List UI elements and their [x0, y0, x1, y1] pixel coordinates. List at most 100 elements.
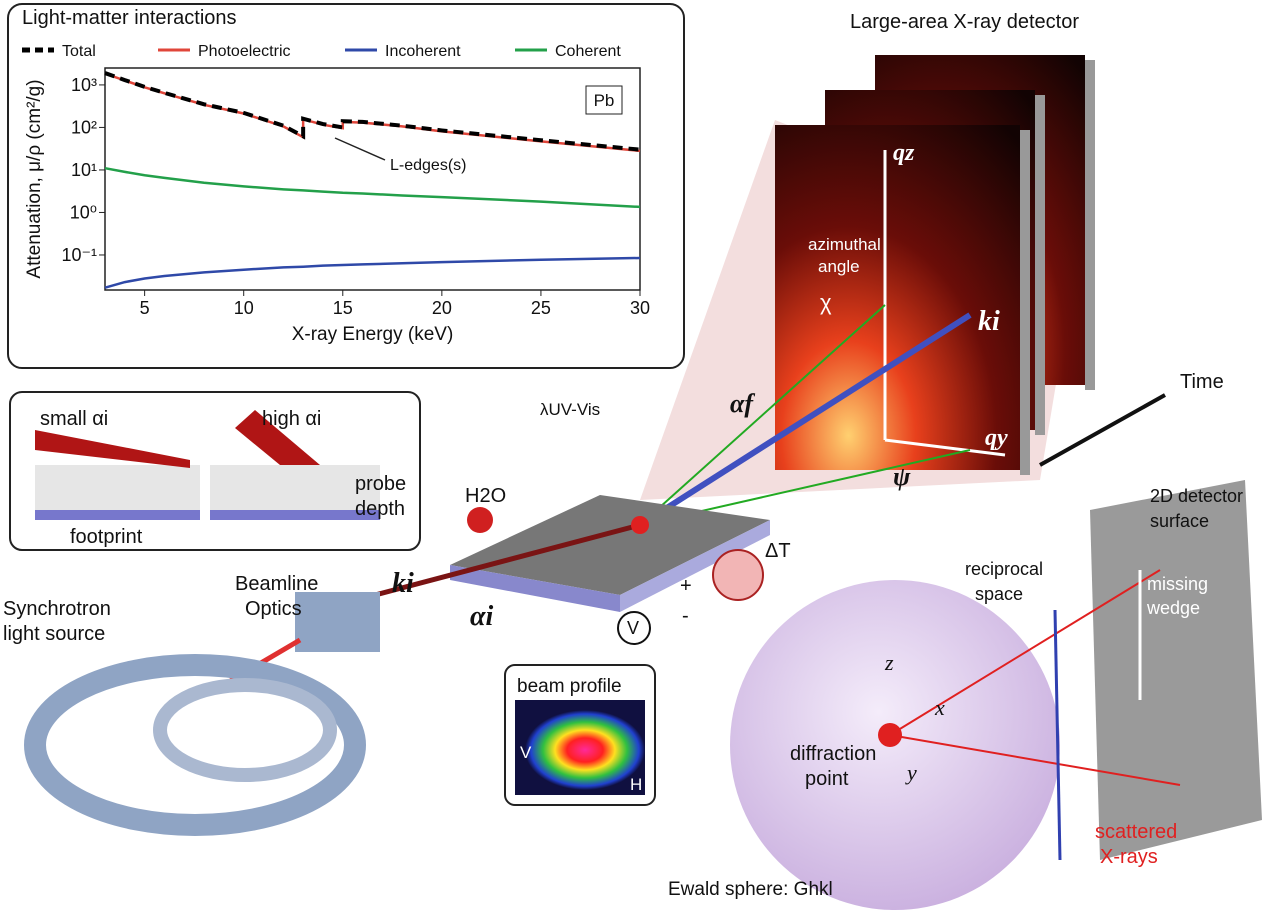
- ray: [889, 734, 1181, 786]
- label: H2O: [465, 485, 506, 507]
- label: z: [884, 650, 894, 675]
- label: qz: [893, 140, 915, 166]
- label: χ: [820, 290, 832, 315]
- labels: Large-area X-ray detector qz azimuthal a…: [3, 11, 1243, 900]
- plot-frame: [104, 67, 641, 291]
- label: Optics: [245, 598, 302, 620]
- y-tick-label: 10²: [71, 117, 97, 137]
- label: Large-area X-ray detector: [850, 11, 1079, 33]
- substrate: [35, 465, 200, 510]
- label: X-rays: [1100, 846, 1158, 868]
- label: reciprocal: [965, 559, 1043, 579]
- scattered-beam: [638, 312, 972, 528]
- thermometer: [712, 549, 764, 601]
- sample-edge: [620, 520, 770, 612]
- annotation-box: [585, 85, 623, 115]
- beam-low: [35, 430, 190, 468]
- label: Beamline: [235, 573, 318, 595]
- series-line: [104, 71, 641, 152]
- y-axis-label: Attenuation, μ/ρ (cm²/g): [24, 79, 45, 278]
- y-tick-label: 10¹: [71, 160, 97, 180]
- qy-axis: [884, 438, 1006, 457]
- label: wedge: [1146, 598, 1200, 618]
- beamline-optics: [295, 592, 380, 652]
- label: point: [805, 768, 849, 790]
- label: azimuthal: [808, 235, 881, 254]
- label: Synchrotron: [3, 598, 111, 620]
- label: x: [934, 695, 945, 720]
- x-tick-label: 30: [630, 298, 650, 318]
- label: Ewald sphere: Ghkl: [668, 879, 833, 900]
- voltmeter: [617, 611, 651, 645]
- label: high αi: [262, 408, 321, 430]
- sample: [450, 495, 770, 595]
- label: depth: [355, 498, 405, 520]
- y-tick-label: 10⁻¹: [61, 245, 97, 265]
- label: Time: [1180, 371, 1224, 393]
- label: angle: [818, 257, 860, 276]
- label: 2D detector: [1150, 486, 1243, 506]
- legend-label: Coherent: [555, 43, 621, 60]
- label: V: [520, 743, 532, 762]
- detectors: [775, 55, 1095, 475]
- label: scattered: [1095, 821, 1177, 843]
- legend-label: Total: [62, 43, 96, 60]
- rod: [1053, 609, 1062, 861]
- annotation-arrow: [334, 137, 386, 161]
- storage-ring: [24, 654, 366, 836]
- label: ki: [392, 568, 414, 599]
- ray: [639, 304, 886, 526]
- 2d-detector: [1090, 480, 1262, 860]
- substrate-base: [210, 510, 380, 520]
- label: surface: [1150, 511, 1209, 531]
- label: small αi: [40, 408, 108, 430]
- label: light source: [3, 623, 105, 645]
- y-tick-label: 10³: [71, 75, 97, 95]
- diffraction-point: [878, 723, 902, 747]
- label: ki: [978, 306, 1000, 337]
- label: αf: [730, 389, 755, 418]
- y-tick-label: 10⁰: [70, 202, 97, 222]
- label: -: [682, 605, 689, 627]
- label: diffraction: [790, 743, 876, 765]
- label: H: [630, 775, 642, 794]
- x-tick-label: 10: [234, 298, 254, 318]
- substrate-base: [35, 510, 200, 520]
- legend-label: Photoelectric: [198, 43, 291, 60]
- label: probe: [355, 473, 406, 495]
- x-tick-label: 20: [432, 298, 452, 318]
- series-line: [104, 72, 641, 153]
- chart: Light-matter interactions 5 10 15 20 25 30 10⁻¹…: [22, 7, 650, 345]
- label: ψ: [893, 462, 911, 491]
- label: qy: [985, 425, 1008, 451]
- substrate: [210, 465, 380, 510]
- x-tick-label: 15: [333, 298, 353, 318]
- beam-high: [235, 410, 320, 465]
- label: beam profile: [517, 676, 622, 697]
- legend-label: Incoherent: [385, 43, 461, 60]
- chart-title: Light-matter interactions: [22, 7, 237, 29]
- label: space: [975, 584, 1023, 604]
- label: y: [905, 760, 917, 785]
- detector-edge: [1035, 95, 1045, 435]
- incident-beam: [374, 522, 641, 598]
- chart-frame: [7, 3, 685, 369]
- label: V: [627, 618, 639, 638]
- detector-edge: [1085, 60, 1095, 390]
- beam-spot: [631, 516, 649, 534]
- label: λUV-Vis: [540, 400, 600, 419]
- label: ΔT: [765, 540, 791, 562]
- label: αi: [470, 601, 493, 632]
- detector-edge: [1020, 130, 1030, 475]
- x-axis-label: X-ray Energy (keV): [292, 324, 454, 345]
- annotation: L-edges(s): [390, 157, 466, 174]
- x-tick-label: 25: [531, 298, 551, 318]
- series-line: [104, 256, 641, 289]
- x-tick-label: 5: [140, 298, 150, 318]
- molecule: [467, 507, 493, 533]
- profile: [525, 710, 645, 790]
- ray: [889, 569, 1161, 736]
- label: footprint: [70, 526, 143, 548]
- booster-ring: [153, 678, 337, 782]
